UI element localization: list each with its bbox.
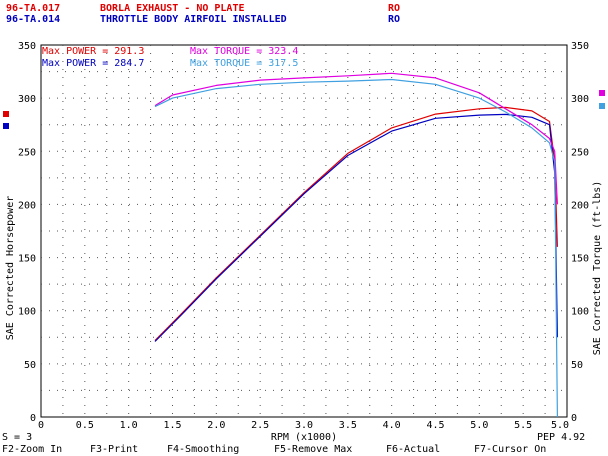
pep-status: PEP 4.92 bbox=[537, 432, 585, 443]
y-tick-label-left: 0 bbox=[30, 413, 36, 424]
y-tick-label-right: 150 bbox=[571, 254, 589, 265]
x-tick-label: 5.0 bbox=[470, 420, 488, 431]
series-power-a-line bbox=[154, 106, 558, 341]
y-axis-right-ticks: 0 50 100 150 200 250 300 350 bbox=[571, 41, 589, 424]
run-b-tag: RO bbox=[388, 14, 400, 25]
smoothing-status: S = 3 bbox=[2, 432, 32, 443]
max-torque-b: Max TORQUE = 317.5 bbox=[190, 58, 298, 69]
y-axis-left-ticks: 0 50 100 150 200 250 300 350 bbox=[18, 41, 36, 424]
x-tick-label: 4.5 bbox=[426, 420, 444, 431]
series-torque-a-line bbox=[154, 72, 558, 205]
run-a-id: 96-TA.017 bbox=[6, 3, 60, 14]
y-tick-label-left: 300 bbox=[18, 94, 36, 105]
x-tick-label: 1.5 bbox=[163, 420, 181, 431]
remove-max-key[interactable]: F5-Remove Max bbox=[274, 444, 352, 455]
series-lines bbox=[154, 72, 558, 418]
max-torque-a: Max TORQUE = 323.4 bbox=[190, 46, 298, 57]
x-tick-label: 5.5 bbox=[514, 420, 532, 431]
y-tick-label-left: 350 bbox=[18, 41, 36, 52]
function-key-bar: F2-Zoom In F3-Print F4-Smoothing F5-Remo… bbox=[2, 444, 546, 455]
maxima-legend: Max POWER = 291.3 Max TORQUE = 323.4 Max… bbox=[42, 46, 298, 69]
y-tick-label-left: 50 bbox=[24, 360, 36, 371]
x-tick-label: 0 bbox=[38, 420, 44, 431]
x-tick-label: 4.0 bbox=[383, 420, 401, 431]
y-axis-title-left: SAE Corrected Horsepower bbox=[5, 196, 16, 341]
x-tick-label: 0.5 bbox=[76, 420, 94, 431]
power-a-marker bbox=[3, 111, 9, 117]
run-a-desc: BORLA EXHAUST - NO PLATE bbox=[100, 3, 245, 14]
run-header: 96-TA.017 BORLA EXHAUST - NO PLATE RO 96… bbox=[6, 3, 400, 25]
smoothing-key[interactable]: F4-Smoothing bbox=[167, 444, 239, 455]
print-key[interactable]: F3-Print bbox=[90, 444, 138, 455]
run-b-id: 96-TA.014 bbox=[6, 14, 60, 25]
y-tick-label-left: 200 bbox=[18, 200, 36, 211]
y-tick-label-right: 350 bbox=[571, 41, 589, 52]
zoom-in-key[interactable]: F2-Zoom In bbox=[2, 444, 62, 455]
x-tick-label: 2.5 bbox=[251, 420, 269, 431]
actual-key[interactable]: F6-Actual bbox=[386, 444, 440, 455]
x-axis-ticks: 0 0.5 1.0 1.5 2.0 2.5 3.0 3.5 4.0 4.5 5.0 5.5 5.0 bbox=[38, 420, 569, 431]
x-axis-title: RPM (x1000) bbox=[271, 432, 337, 443]
y-tick-label-right: 0 bbox=[571, 413, 577, 424]
y-tick-label-left: 150 bbox=[18, 254, 36, 265]
grid bbox=[41, 45, 567, 417]
run-a-tag: RO bbox=[388, 3, 400, 14]
run-b-desc: THROTTLE BODY AIRFOIL INSTALLED bbox=[100, 14, 287, 25]
x-tick-label: 2.0 bbox=[207, 420, 225, 431]
series-power-b-line bbox=[154, 113, 558, 342]
y-tick-label-left: 250 bbox=[18, 147, 36, 158]
torque-b-marker bbox=[599, 103, 605, 109]
y-tick-label-right: 250 bbox=[571, 147, 589, 158]
max-power-a: Max POWER = 291.3 bbox=[42, 46, 144, 57]
y-axis-title-right: SAE Corrected Torque (ft-lbs) bbox=[592, 181, 603, 356]
y-tick-label-right: 100 bbox=[571, 307, 589, 318]
x-tick-label: 3.0 bbox=[295, 420, 313, 431]
x-tick-label: 3.5 bbox=[339, 420, 357, 431]
y-tick-label-left: 100 bbox=[18, 307, 36, 318]
torque-a-marker bbox=[599, 90, 605, 96]
cursor-on-key[interactable]: F7-Cursor On bbox=[474, 444, 546, 455]
y-tick-label-right: 300 bbox=[571, 94, 589, 105]
y-tick-label-right: 50 bbox=[571, 360, 583, 371]
x-tick-label: 5.0 bbox=[551, 420, 569, 431]
y-tick-label-right: 200 bbox=[571, 200, 589, 211]
plot-frame bbox=[40, 44, 568, 418]
power-b-marker bbox=[3, 123, 9, 129]
series-torque-b-line bbox=[154, 78, 558, 418]
x-tick-label: 1.0 bbox=[120, 420, 138, 431]
max-power-b: Max POWER = 284.7 bbox=[42, 58, 144, 69]
